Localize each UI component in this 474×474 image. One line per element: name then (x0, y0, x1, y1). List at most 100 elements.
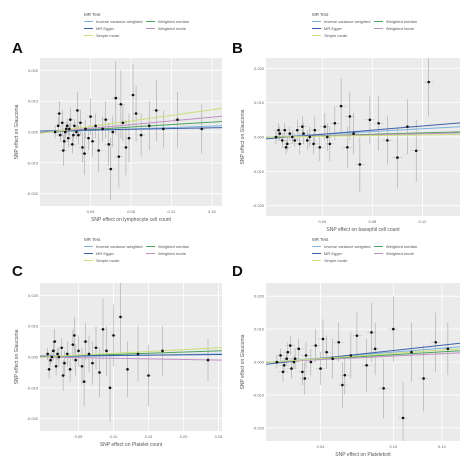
x-tick-label: 0.08 (127, 209, 136, 214)
legend-swatch (146, 27, 155, 30)
x-tick-label: 0.04 (87, 209, 96, 214)
data-point (304, 354, 308, 357)
data-point (53, 130, 57, 134)
data-point (64, 127, 68, 131)
x-tick-label: 0.25 (215, 434, 224, 439)
legend-label: MR Egger (96, 251, 115, 256)
legend-label: Simple mode (324, 258, 348, 263)
data-point (60, 121, 64, 125)
legend: MR Test Inverse variance weighted Weight… (84, 237, 204, 263)
y-tick-label: -0.020 (253, 425, 265, 430)
legend-label: Weighted median (158, 19, 190, 24)
legend-item: Weighted mode (146, 251, 204, 256)
legend-label: Weighted mode (386, 26, 414, 31)
data-point (446, 347, 450, 351)
data-point (117, 155, 121, 158)
legend-label: Weighted mode (158, 251, 186, 256)
data-point (112, 334, 115, 337)
data-point (124, 146, 128, 149)
data-point (313, 128, 317, 132)
data-point (94, 124, 97, 128)
data-point (386, 139, 389, 142)
legend-swatch (312, 27, 321, 30)
data-point (281, 370, 285, 374)
data-point (94, 346, 98, 350)
data-point (154, 109, 158, 112)
data-point (66, 352, 69, 356)
legend-label: Weighted median (158, 244, 190, 249)
data-point (200, 127, 204, 131)
legend-label: MR Egger (324, 26, 343, 31)
data-point (368, 118, 372, 122)
data-point (343, 373, 347, 377)
data-point (293, 139, 297, 142)
data-point (323, 125, 327, 128)
legend-item: Weighted median (146, 19, 204, 24)
data-point (410, 350, 413, 354)
legend-label: Inverse variance weighted (324, 19, 371, 24)
data-point (300, 125, 304, 128)
data-point (314, 344, 318, 347)
data-point (290, 367, 293, 370)
data-point (54, 364, 58, 368)
data-point (286, 350, 290, 354)
legend-item: Inverse variance weighted (312, 19, 374, 24)
data-point (355, 334, 359, 337)
data-point (111, 130, 115, 134)
data-point (162, 127, 165, 131)
data-point (382, 387, 385, 390)
y-tick-label: -0.010 (253, 169, 265, 174)
panel-letter: B (232, 40, 243, 57)
data-point (134, 112, 138, 115)
x-tick-label: 0.10 (389, 444, 398, 449)
legend-item: Simple mode (84, 258, 146, 263)
data-point (358, 163, 362, 166)
y-axis-label: SNP effect on Glaucoma (240, 334, 246, 389)
y-tick-label: -0.020 (27, 191, 39, 196)
legend-swatch (312, 245, 321, 248)
data-point (77, 133, 80, 137)
legend-item: Weighted median (374, 244, 432, 249)
data-point (279, 354, 282, 357)
data-point (50, 355, 54, 359)
data-point (89, 115, 92, 118)
legend-title: MR Test (312, 12, 329, 17)
data-point (295, 128, 299, 132)
data-point (119, 315, 122, 319)
legend-label: Inverse variance weighted (96, 244, 143, 249)
data-point (49, 358, 52, 362)
data-point (302, 132, 305, 135)
data-point (297, 347, 301, 351)
data-point (288, 344, 292, 347)
regression-line (39, 115, 223, 134)
data-point (161, 349, 164, 353)
legend-label: Simple mode (324, 33, 348, 38)
legend-item: Weighted median (374, 19, 432, 24)
data-point (75, 130, 78, 134)
y-tick-label: 0.000 (28, 355, 39, 360)
data-point (87, 136, 90, 140)
legend-label: Simple mode (96, 33, 120, 38)
data-point (275, 360, 279, 364)
legend-swatch (146, 20, 155, 23)
legend-item: Inverse variance weighted (84, 19, 146, 24)
data-point (349, 354, 353, 357)
legend-swatch (84, 20, 93, 23)
x-tick-label: 0.05 (75, 434, 84, 439)
data-point (84, 127, 87, 131)
data-point (58, 133, 62, 137)
y-tick-label: 0.010 (254, 327, 265, 332)
data-point (373, 347, 377, 351)
data-point (326, 135, 329, 139)
data-point (76, 109, 79, 112)
y-tick-label: 0.000 (254, 135, 265, 140)
legend-item: Simple mode (312, 258, 374, 263)
legend-label: Inverse variance weighted (96, 19, 143, 24)
data-point (73, 334, 76, 337)
data-point (282, 363, 286, 367)
data-point (61, 149, 65, 152)
data-point (414, 149, 418, 153)
legend-swatch (146, 252, 155, 255)
